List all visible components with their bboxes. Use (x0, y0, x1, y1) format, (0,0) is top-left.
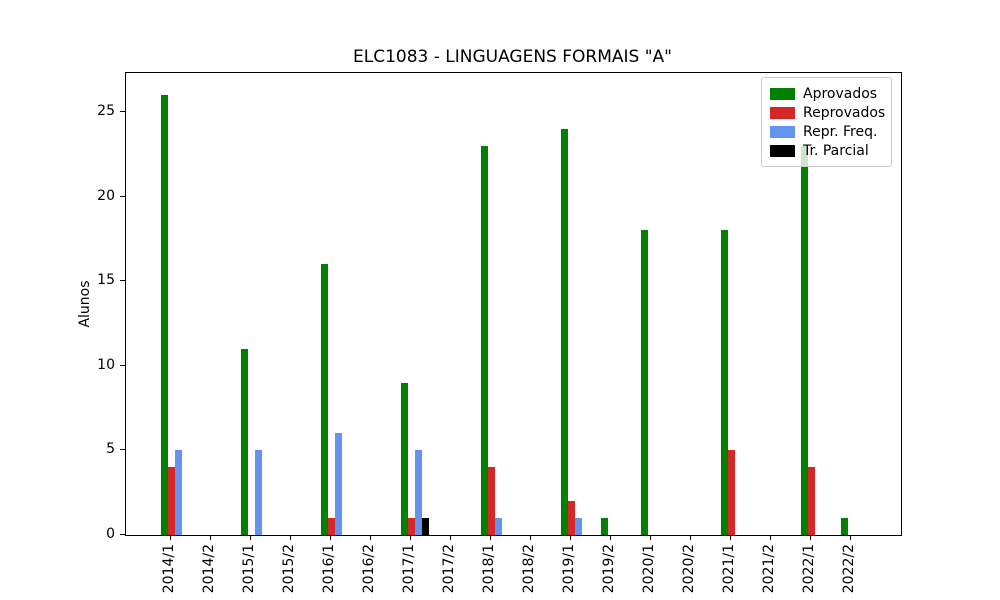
y-tick-label-25: 25 (97, 102, 115, 119)
bar-aprovados-2015-1 (240, 348, 248, 535)
bar-aprovados-2022-2 (840, 518, 848, 535)
x-tick-label-2021-1: 2021/1 (721, 544, 737, 594)
legend: Aprovados Reprovados Repr. Freq. Tr. Parcia… (761, 77, 892, 167)
x-tick-label-2016-2: 2016/2 (361, 544, 377, 594)
bar-aprovados-2019-1 (560, 128, 568, 535)
x-tick-mark-2014-1 (170, 535, 171, 540)
y-tick-label-15: 15 (97, 272, 115, 289)
bar-repr-freq-2018-1 (494, 518, 502, 535)
x-tick-label-2019-2: 2019/2 (601, 544, 617, 594)
bar-aprovados-2018-1 (480, 145, 488, 535)
x-tick-label-2018-1: 2018/1 (481, 544, 497, 594)
legend-item-tr-parcial: Tr. Parcial (770, 143, 883, 159)
legend-item-aprovados: Aprovados (770, 86, 883, 102)
bar-aprovados-2021-1 (720, 230, 728, 535)
y-tick-mark-0 (120, 534, 125, 535)
y-tick-mark-15 (120, 280, 125, 282)
x-tick-mark-2020-2 (690, 535, 691, 540)
x-tick-mark-2018-2 (530, 535, 531, 540)
x-tick-mark-2020-1 (650, 535, 651, 540)
y-tick-mark-10 (120, 364, 125, 366)
legend-label-repr-freq: Repr. Freq. (803, 123, 878, 140)
x-tick-mark-2019-1 (570, 535, 571, 540)
x-tick-label-2020-1: 2020/1 (641, 544, 657, 594)
y-tick-label-0: 0 (106, 526, 115, 542)
x-tick-mark-2015-1 (250, 535, 251, 540)
x-tick-mark-2018-1 (490, 535, 491, 540)
x-tick-label-2015-2: 2015/2 (281, 544, 297, 594)
legend-label-reprovados: Reprovados (803, 104, 886, 121)
x-tick-label-2021-2: 2021/2 (761, 544, 777, 594)
y-tick-mark-20 (120, 195, 125, 197)
x-tick-mark-2016-2 (370, 535, 371, 540)
x-tick-mark-2022-1 (810, 535, 811, 540)
x-tick-label-2015-1: 2015/1 (241, 544, 257, 594)
bar-reprovados-2022-1 (807, 467, 815, 535)
y-tick-mark-25 (120, 110, 125, 112)
legend-label-tr-parcial: Tr. Parcial (803, 142, 869, 159)
y-tick-label-10: 10 (97, 356, 115, 373)
x-tick-label-2022-1: 2022/1 (801, 544, 817, 594)
x-tick-mark-2016-1 (330, 535, 331, 540)
bar-repr-freq-2015-1 (254, 450, 262, 535)
x-tick-mark-2019-2 (610, 535, 611, 540)
x-tick-label-2016-1: 2016/1 (321, 544, 337, 594)
legend-item-repr-freq: Repr. Freq. (770, 124, 883, 140)
legend-swatch-repr-freq (770, 125, 795, 138)
chart-title: ELC1083 - LINGUAGENS FORMAIS "A" (352, 47, 672, 67)
x-tick-label-2020-2: 2020/2 (681, 544, 697, 594)
bar-repr-freq-2014-1 (174, 450, 182, 535)
bar-aprovados-2017-1 (400, 382, 408, 535)
bar-reprovados-2021-1 (727, 450, 735, 535)
bar-aprovados-2020-1 (640, 230, 648, 535)
legend-swatch-reprovados (770, 106, 795, 119)
bar-repr-freq-2016-1 (334, 433, 342, 535)
bar-aprovados-2022-1 (800, 145, 808, 535)
x-tick-label-2018-2: 2018/2 (521, 544, 537, 594)
bar-reprovados-2016-1 (327, 518, 335, 535)
bar-reprovados-2018-1 (487, 467, 495, 535)
y-tick-label-5: 5 (106, 441, 115, 458)
x-tick-label-2022-2: 2022/2 (841, 544, 857, 594)
bar-reprovados-2019-1 (567, 501, 575, 535)
bar-reprovados-2017-1 (407, 518, 415, 535)
x-tick-mark-2017-1 (410, 535, 411, 540)
x-tick-label-2019-1: 2019/1 (561, 544, 577, 594)
x-tick-mark-2021-2 (770, 535, 771, 540)
bar-tr-parcial-2017-1 (421, 518, 429, 535)
y-axis-label: Alunos (77, 280, 93, 328)
y-tick-mark-5 (120, 449, 125, 451)
legend-swatch-tr-parcial (770, 144, 795, 157)
x-tick-mark-2022-2 (850, 535, 851, 540)
x-tick-label-2014-2: 2014/2 (201, 544, 217, 594)
x-tick-mark-2015-2 (290, 535, 291, 540)
bar-aprovados-2016-1 (320, 264, 328, 535)
x-tick-label-2014-1: 2014/1 (161, 544, 177, 594)
x-tick-label-2017-1: 2017/1 (401, 544, 417, 594)
x-tick-label-2017-2: 2017/2 (441, 544, 457, 594)
bar-repr-freq-2017-1 (414, 450, 422, 535)
y-tick-label-20: 20 (97, 187, 115, 204)
legend-swatch-aprovados (770, 87, 795, 100)
legend-label-aprovados: Aprovados (803, 85, 878, 102)
bar-repr-freq-2019-1 (574, 518, 582, 535)
bar-aprovados-2019-2 (600, 518, 608, 535)
bar-aprovados-2014-1 (160, 95, 168, 535)
x-tick-mark-2021-1 (730, 535, 731, 540)
x-tick-mark-2017-2 (450, 535, 451, 540)
legend-item-reprovados: Reprovados (770, 104, 886, 121)
bar-reprovados-2014-1 (167, 467, 175, 535)
x-tick-mark-2014-2 (210, 535, 211, 540)
